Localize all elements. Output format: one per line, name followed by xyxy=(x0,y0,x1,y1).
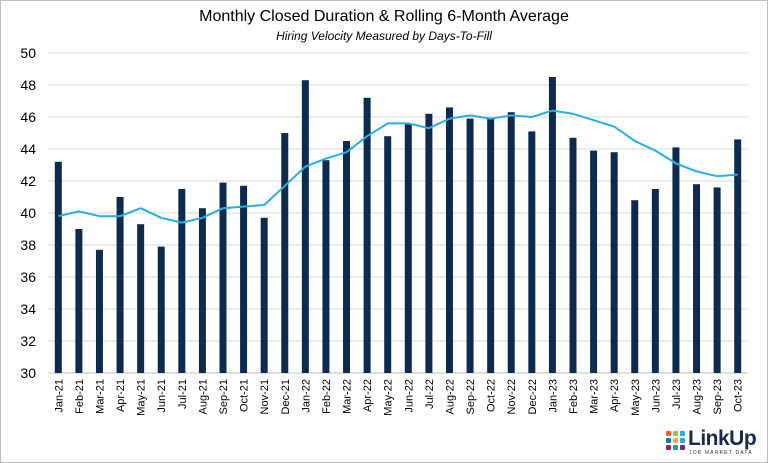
x-tick-label: Dec-22 xyxy=(527,379,539,414)
bar xyxy=(590,150,598,373)
x-tick-label: Mar-22 xyxy=(342,379,354,414)
logo-dot xyxy=(680,438,685,443)
bar xyxy=(384,136,392,373)
bar xyxy=(651,189,659,373)
bar xyxy=(178,189,186,373)
bar xyxy=(466,118,474,373)
x-tick-label: Jul-21 xyxy=(177,379,189,409)
logo-dot xyxy=(666,431,671,436)
logo-dot xyxy=(680,445,685,450)
x-tick-label: Jun-22 xyxy=(403,379,415,413)
y-tick-label: 30 xyxy=(20,365,36,381)
chart-subtitle: Hiring Velocity Measured by Days-To-Fill xyxy=(276,29,492,43)
bar xyxy=(219,182,227,373)
bar xyxy=(281,133,289,373)
x-tick-label: Sep-21 xyxy=(218,379,230,414)
y-tick-label: 40 xyxy=(20,205,36,221)
logo-dot xyxy=(666,438,671,443)
x-tick-label: Feb-21 xyxy=(74,379,86,414)
x-tick-label: Mar-23 xyxy=(589,379,601,414)
bar xyxy=(240,185,248,373)
x-tick-label: Aug-21 xyxy=(197,379,209,414)
x-tick-label: Sep-23 xyxy=(712,379,724,414)
bar xyxy=(713,187,721,373)
x-tick-label: Apr-22 xyxy=(362,379,374,412)
x-tick-label: Feb-22 xyxy=(321,379,333,414)
bar xyxy=(569,137,577,373)
logo-dots-icon xyxy=(666,431,686,451)
x-tick-label: May-23 xyxy=(630,379,642,416)
bar xyxy=(693,184,701,373)
bar xyxy=(137,224,145,373)
x-tick-label: Dec-21 xyxy=(280,379,292,414)
logo-tagline: JOB MARKET DATA xyxy=(689,450,753,456)
y-tick-label: 48 xyxy=(20,77,36,93)
x-tick-label: Jun-23 xyxy=(650,379,662,413)
y-tick-label: 32 xyxy=(20,333,36,349)
x-tick-label: May-21 xyxy=(136,379,148,416)
bar xyxy=(507,112,515,373)
x-tick-label: Aug-22 xyxy=(444,379,456,414)
x-tick-label: Mar-21 xyxy=(94,379,106,414)
bar xyxy=(404,123,412,374)
y-tick-label: 36 xyxy=(20,269,36,285)
bar xyxy=(198,208,206,373)
logo-dot xyxy=(673,438,678,443)
y-tick-label: 34 xyxy=(20,301,36,317)
x-tick-label: Apr-23 xyxy=(609,379,621,412)
bar xyxy=(260,217,268,373)
logo-dot xyxy=(680,431,685,436)
bar xyxy=(610,152,618,373)
y-tick-label: 42 xyxy=(20,173,36,189)
x-tick-label: Jun-21 xyxy=(156,379,168,413)
bar xyxy=(528,131,536,373)
bar xyxy=(75,229,83,373)
x-tick-label: Oct-22 xyxy=(486,379,498,412)
bar xyxy=(734,139,742,373)
bar xyxy=(343,141,351,373)
logo-dot xyxy=(666,445,671,450)
bar xyxy=(631,200,639,373)
x-tick-label: Oct-21 xyxy=(239,379,251,412)
x-tick-label: Nov-22 xyxy=(506,379,518,414)
y-tick-label: 46 xyxy=(20,109,36,125)
bar xyxy=(363,97,371,374)
logo-name: LinkUp xyxy=(688,427,757,450)
x-tick-label: Sep-22 xyxy=(465,379,477,414)
bar xyxy=(95,249,103,373)
bar xyxy=(445,107,453,374)
x-tick-label: Feb-23 xyxy=(568,379,580,414)
logo-dot xyxy=(673,445,678,450)
bar xyxy=(322,160,330,373)
logo-dot xyxy=(673,431,678,436)
x-tick-label: Jul-22 xyxy=(424,379,436,409)
rolling-average-line xyxy=(58,109,738,224)
bar xyxy=(116,197,124,373)
y-tick-label: 44 xyxy=(20,141,36,157)
bar xyxy=(157,246,165,373)
bar xyxy=(425,113,433,374)
bar xyxy=(487,118,495,373)
bar xyxy=(672,147,680,373)
y-tick-label: 38 xyxy=(20,237,36,253)
x-tick-label: Nov-21 xyxy=(259,379,271,414)
x-tick-label: Oct-23 xyxy=(733,379,745,412)
bar xyxy=(301,80,309,373)
x-tick-label: Jul-23 xyxy=(671,379,683,409)
bar xyxy=(54,161,62,373)
x-tick-label: Apr-21 xyxy=(115,379,127,412)
x-tick-label: Jan-21 xyxy=(53,379,65,413)
chart-title: Monthly Closed Duration & Rolling 6-Mont… xyxy=(199,8,569,25)
linkup-logo: LinkUp JOB MARKET DATA xyxy=(666,427,766,460)
x-tick-label: May-22 xyxy=(383,379,395,416)
x-tick-label: Jan-23 xyxy=(547,379,559,413)
y-tick-label: 50 xyxy=(20,45,36,61)
x-tick-label: Jan-22 xyxy=(300,379,312,413)
bar xyxy=(548,77,556,373)
x-tick-label: Aug-23 xyxy=(692,379,704,414)
